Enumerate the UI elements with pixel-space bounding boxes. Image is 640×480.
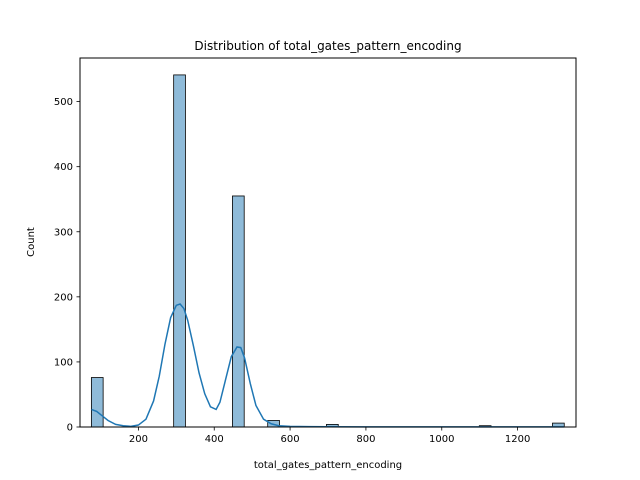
x-tick-label-600: 600 (281, 434, 300, 445)
histogram-bar-0 (90, 377, 104, 428)
y-tick-label-300: 300 (54, 227, 73, 238)
y-tick-label-400: 400 (54, 162, 73, 173)
y-tick-label-500: 500 (54, 97, 73, 108)
kde-line (91, 303, 565, 428)
histogram-bar-1 (173, 74, 186, 428)
plot-frame (79, 57, 577, 428)
y-tick-label-100: 100 (54, 357, 73, 368)
x-tick-label-1200: 1200 (505, 434, 530, 445)
y-tick-label-0: 0 (67, 423, 73, 434)
x-tick-label-1000: 1000 (429, 434, 454, 445)
chart-title: Distribution of total_gates_pattern_enco… (194, 39, 461, 53)
x-axis-ticks: 200 400 600 800 1000 1200 (129, 427, 530, 445)
x-tick-label-800: 800 (356, 434, 375, 445)
histogram-bar-2 (232, 195, 245, 428)
y-axis-ticks: 0 100 200 300 400 500 (54, 97, 80, 434)
x-axis-label: total_gates_pattern_encoding (254, 460, 402, 471)
x-tick-label-200: 200 (129, 434, 148, 445)
y-tick-label-200: 200 (54, 292, 73, 303)
histogram-bars (90, 74, 565, 428)
x-tick-label-400: 400 (205, 434, 224, 445)
y-axis-label: Count (26, 227, 37, 257)
